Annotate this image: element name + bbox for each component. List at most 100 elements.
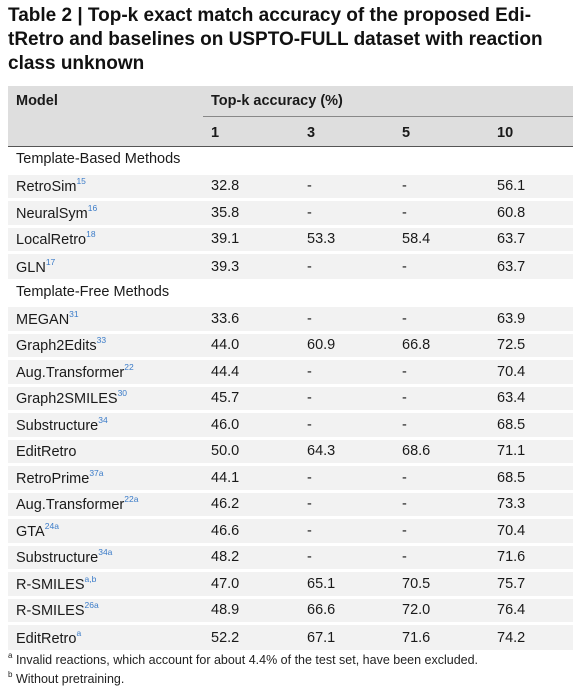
- model-cell: R-SMILESa,b: [8, 569, 203, 597]
- value-cell: 47.0: [203, 569, 299, 597]
- value-cell: 67.1: [299, 622, 394, 650]
- value-cell: 53.3: [299, 224, 394, 253]
- value-cell: 63.9: [489, 304, 573, 332]
- model-cell: NeuralSym16: [8, 198, 203, 226]
- model-name: MEGAN: [16, 311, 70, 328]
- reference-superscript: 16: [87, 202, 98, 213]
- value-cell: 70.4: [489, 516, 573, 544]
- value-cell: 39.3: [203, 251, 299, 279]
- value-cell: 66.6: [299, 595, 394, 624]
- model-cell: Substructure34a: [8, 542, 203, 571]
- value-cell: -: [394, 410, 489, 438]
- k-header-1: 1: [203, 116, 299, 147]
- value-cell: 72.0: [394, 595, 489, 624]
- value-cell: 73.3: [489, 489, 573, 518]
- model-cell: R-SMILES26a: [8, 595, 203, 624]
- value-cell: -: [394, 251, 489, 279]
- model-name: RetroSim: [16, 179, 77, 196]
- value-cell: 74.2: [489, 622, 573, 650]
- footnote-mark: a: [8, 651, 13, 660]
- table-row: Aug.Transformer22 44.4- -70.4: [8, 357, 573, 385]
- value-cell: -: [299, 251, 394, 279]
- model-name: EditRetro: [16, 444, 77, 461]
- value-cell: -: [394, 516, 489, 544]
- caption-line-3: class unknown: [8, 53, 145, 74]
- value-cell: 39.1: [203, 224, 299, 253]
- reference-superscript: a: [76, 627, 82, 638]
- table-row: Graph2SMILES30 45.7- -63.4: [8, 383, 573, 412]
- value-cell: 35.8: [203, 198, 299, 226]
- value-cell: -: [299, 463, 394, 491]
- value-cell: 65.1: [299, 569, 394, 597]
- value-cell: -: [299, 383, 394, 412]
- value-cell: -: [394, 198, 489, 226]
- table-body: Template-Based Methods RetroSim15 32.8- -56…: [8, 146, 573, 650]
- value-cell: -: [394, 463, 489, 491]
- model-cell: Substructure34: [8, 410, 203, 438]
- value-cell: -: [394, 383, 489, 412]
- value-cell: 44.4: [203, 357, 299, 385]
- footnote-b: b Without pretraining.: [8, 670, 124, 686]
- table-row: Graph2Edits33 44.0 60.9 66.8 72.5: [8, 330, 573, 359]
- value-cell: 50.0: [203, 436, 299, 465]
- reference-superscript: 34: [98, 414, 108, 425]
- model-cell: Graph2Edits33: [8, 330, 203, 359]
- table-row: GLN17 39.3- -63.7: [8, 251, 573, 279]
- model-cell: RetroSim15: [8, 171, 203, 200]
- value-cell: -: [394, 489, 489, 518]
- table-row: RetroPrime37a 44.1- -68.5: [8, 463, 573, 491]
- value-cell: 63.7: [489, 224, 573, 253]
- table-row: R-SMILES26a 48.9 66.6 72.0 76.4: [8, 595, 573, 624]
- value-cell: 33.6: [203, 304, 299, 332]
- value-cell: -: [299, 410, 394, 438]
- model-name: R-SMILES: [16, 603, 85, 620]
- model-header: Model: [8, 86, 203, 117]
- model-cell: Aug.Transformer22: [8, 357, 203, 385]
- model-cell: GLN17: [8, 251, 203, 279]
- model-name: GLN: [16, 259, 46, 276]
- model-name: Substructure: [16, 550, 99, 567]
- value-cell: -: [394, 304, 489, 332]
- value-cell: 52.2: [203, 622, 299, 650]
- value-cell: 72.5: [489, 330, 573, 359]
- caption-line-2: tRetro and baselines on USPTO-FULL datas…: [8, 29, 543, 50]
- table-row: EditRetro 50.0 64.3 68.6 71.1: [8, 436, 573, 465]
- table-row: Substructure34a 48.2- -71.6: [8, 542, 573, 571]
- section-title: Template-Based Methods: [8, 146, 573, 173]
- value-cell: 46.6: [203, 516, 299, 544]
- reference-superscript: 31: [69, 308, 79, 319]
- model-name: R-SMILES: [16, 576, 85, 593]
- model-name: LocalRetro: [16, 232, 87, 249]
- value-cell: 60.8: [489, 198, 573, 226]
- value-cell: 68.5: [489, 410, 573, 438]
- value-cell: 71.1: [489, 436, 573, 465]
- reference-superscript: 34a: [98, 547, 113, 558]
- section-row: Template-Free Methods: [8, 279, 573, 306]
- model-cell: RetroPrime37a: [8, 463, 203, 491]
- reference-superscript: 37a: [89, 467, 104, 478]
- caption-line-1: Table 2 | Top-k exact match accuracy of …: [8, 5, 532, 26]
- value-cell: 71.6: [394, 622, 489, 650]
- k-header-10: 10: [489, 116, 573, 147]
- header-row-1: Model Top-k accuracy (%): [8, 86, 573, 117]
- value-cell: -: [299, 542, 394, 571]
- model-cell: MEGAN31: [8, 304, 203, 332]
- value-cell: 56.1: [489, 171, 573, 200]
- value-cell: 46.2: [203, 489, 299, 518]
- table-row: EditRetroa 52.2 67.1 71.6 74.2: [8, 622, 573, 650]
- footnote-text: Invalid reactions, which account for abo…: [15, 653, 479, 668]
- value-cell: -: [299, 489, 394, 518]
- table-row: GTA24a 46.6- -70.4: [8, 516, 573, 544]
- model-name: Aug.Transformer: [16, 364, 125, 381]
- table-row: MEGAN31 33.6- -63.9: [8, 304, 573, 332]
- value-cell: 71.6: [489, 542, 573, 571]
- model-cell: GTA24a: [8, 516, 203, 544]
- value-cell: 58.4: [394, 224, 489, 253]
- value-cell: 63.4: [489, 383, 573, 412]
- reference-superscript: 26a: [84, 600, 99, 611]
- table-row: R-SMILESa,b 47.0 65.1 70.5 75.7: [8, 569, 573, 597]
- table-row: NeuralSym16 35.8- -60.8: [8, 198, 573, 226]
- value-cell: 66.8: [394, 330, 489, 359]
- value-cell: 48.2: [203, 542, 299, 571]
- reference-superscript: a,b: [84, 573, 97, 584]
